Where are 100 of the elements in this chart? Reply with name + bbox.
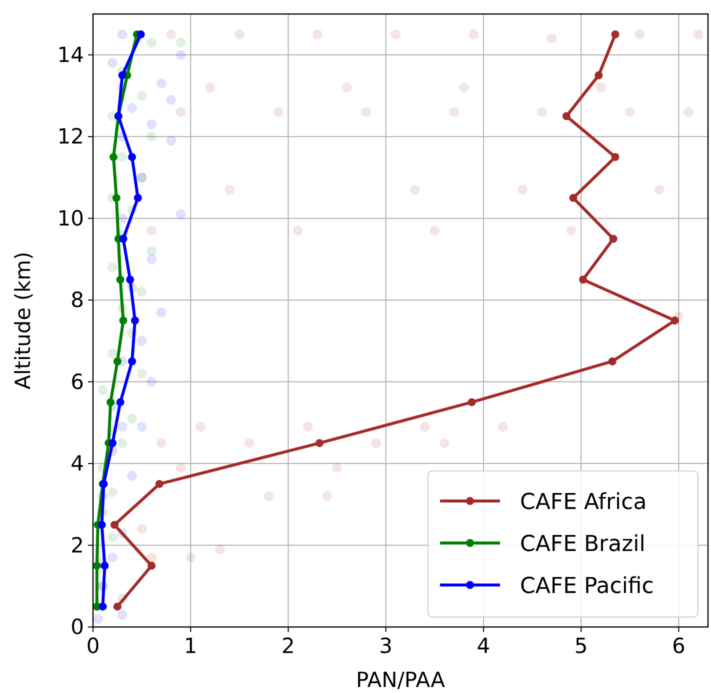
y-tick-label: 2 xyxy=(70,533,84,558)
x-tick-label: 5 xyxy=(574,634,588,658)
point xyxy=(110,520,118,529)
point xyxy=(315,439,324,448)
point xyxy=(449,107,460,118)
point xyxy=(634,29,645,40)
legend-label: CAFE Brazil xyxy=(520,532,646,557)
point xyxy=(186,552,196,563)
point xyxy=(546,34,557,44)
point xyxy=(127,414,138,424)
point xyxy=(113,357,122,366)
point xyxy=(205,82,216,93)
x-tick-label: 2 xyxy=(282,634,295,658)
point xyxy=(156,78,166,88)
point xyxy=(579,276,588,284)
point xyxy=(214,544,225,554)
point xyxy=(302,422,313,432)
point xyxy=(136,90,147,101)
point xyxy=(156,307,166,318)
legend-label: CAFE Africa xyxy=(520,490,647,515)
point xyxy=(134,194,142,202)
point xyxy=(596,82,606,93)
y-tick-label: 8 xyxy=(70,288,84,312)
point xyxy=(273,107,284,118)
point xyxy=(108,348,118,358)
point xyxy=(117,29,128,40)
point xyxy=(136,524,147,534)
x-tick-label: 3 xyxy=(379,634,393,658)
point xyxy=(293,226,303,236)
point xyxy=(224,184,235,195)
point xyxy=(234,29,244,40)
point xyxy=(166,94,176,105)
point xyxy=(430,226,440,236)
point xyxy=(146,246,157,256)
point xyxy=(176,38,186,48)
point xyxy=(410,184,420,195)
point xyxy=(468,398,476,406)
point xyxy=(119,316,128,324)
point xyxy=(112,194,120,202)
point xyxy=(113,602,122,611)
point xyxy=(130,316,139,324)
point xyxy=(148,562,156,570)
point xyxy=(176,50,186,60)
point xyxy=(342,82,352,93)
point xyxy=(155,480,164,488)
point xyxy=(108,487,118,498)
point xyxy=(624,107,635,118)
point xyxy=(136,30,145,38)
point xyxy=(108,262,118,272)
point xyxy=(110,153,118,162)
point xyxy=(683,107,694,118)
point xyxy=(146,132,157,142)
point xyxy=(146,376,157,387)
point xyxy=(654,184,664,195)
point xyxy=(136,368,147,379)
y-tick-label: 10 xyxy=(57,206,84,230)
point xyxy=(146,552,157,563)
point xyxy=(312,29,323,40)
point xyxy=(92,614,103,624)
point xyxy=(420,422,430,432)
point xyxy=(176,107,186,118)
point xyxy=(176,209,186,220)
point xyxy=(136,422,147,432)
point xyxy=(195,422,206,432)
point xyxy=(244,438,254,448)
point xyxy=(128,153,136,162)
point xyxy=(498,422,508,432)
point xyxy=(569,194,578,202)
y-tick-label: 4 xyxy=(70,452,84,476)
point xyxy=(670,316,679,324)
point xyxy=(562,112,570,120)
point xyxy=(98,384,108,395)
point xyxy=(609,234,618,243)
point xyxy=(594,71,603,80)
point xyxy=(439,438,450,448)
y-tick-label: 14 xyxy=(57,42,84,67)
point xyxy=(128,357,136,366)
point xyxy=(108,532,118,542)
point xyxy=(611,153,620,162)
point xyxy=(518,184,528,195)
point xyxy=(322,491,332,502)
point xyxy=(361,107,372,118)
point xyxy=(136,286,147,297)
point xyxy=(126,276,134,284)
point xyxy=(108,58,118,68)
point xyxy=(166,29,176,40)
point xyxy=(156,438,166,448)
point xyxy=(693,29,704,40)
y-tick-label: 0 xyxy=(70,615,84,639)
point xyxy=(117,422,128,432)
point xyxy=(264,491,274,502)
x-tick-label: 0 xyxy=(86,634,100,658)
point xyxy=(332,462,342,473)
point xyxy=(468,29,479,40)
legend-label: CAFE Pacific xyxy=(520,574,654,599)
point xyxy=(106,398,115,406)
y-tick-label: 12 xyxy=(57,124,84,149)
point xyxy=(146,119,157,130)
point xyxy=(119,234,128,243)
x-tick-label: 4 xyxy=(476,634,490,658)
